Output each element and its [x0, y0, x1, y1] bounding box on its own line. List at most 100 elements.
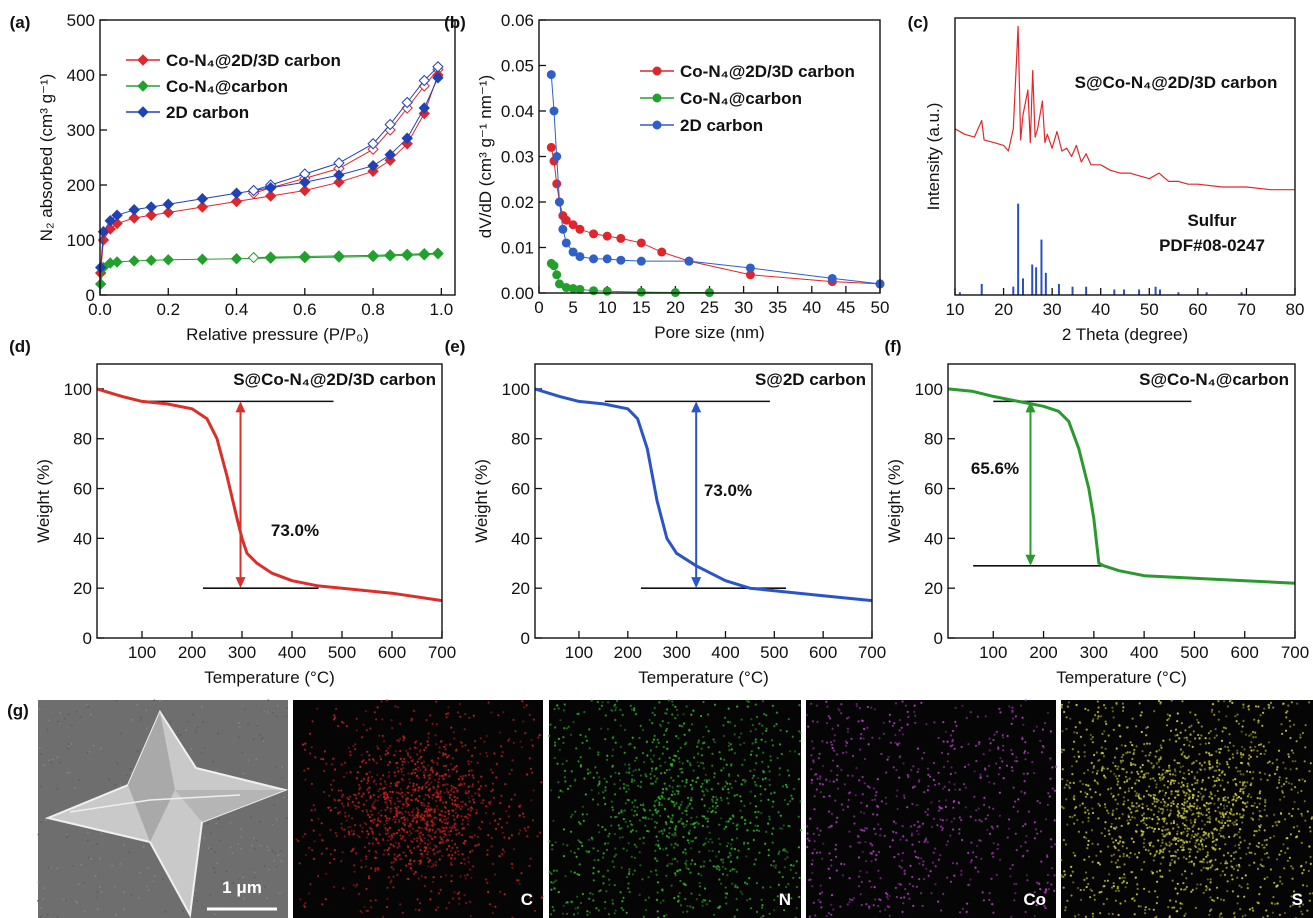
- map-dot: [870, 706, 873, 709]
- map-dot: [894, 733, 897, 737]
- sem-texture: [50, 761, 53, 764]
- x-tick-label: 30: [734, 298, 753, 317]
- map-dot: [1218, 811, 1221, 814]
- map-dot: [1191, 745, 1194, 749]
- map-dot: [1143, 776, 1147, 779]
- map-dot: [1239, 908, 1242, 911]
- map-dot: [761, 760, 764, 763]
- map-dot: [412, 827, 415, 830]
- map-dot: [1024, 841, 1027, 844]
- arrow-head: [1025, 554, 1036, 566]
- x-tick-label: 100: [128, 643, 156, 662]
- map-dot: [1287, 704, 1290, 707]
- map-dot: [1110, 825, 1113, 828]
- y-tick-label: 100: [915, 380, 943, 399]
- map-dot: [1196, 771, 1199, 774]
- map-dot: [1230, 808, 1233, 811]
- map-dot: [425, 846, 428, 849]
- map-dot: [443, 818, 446, 821]
- map-dot: [1145, 824, 1148, 827]
- map-dot: [423, 798, 426, 801]
- map-dot: [909, 864, 912, 867]
- map-dot: [688, 728, 691, 731]
- map-dot: [853, 822, 856, 825]
- sem-texture: [59, 711, 62, 714]
- map-dot: [775, 711, 779, 714]
- map-dot: [1145, 772, 1148, 775]
- map-dot: [1062, 807, 1065, 810]
- sem-texture: [138, 871, 141, 874]
- map-dot: [461, 833, 464, 837]
- map-dot: [859, 737, 862, 740]
- map-dot: [397, 829, 400, 832]
- map-dot: [455, 805, 459, 808]
- map-dot: [479, 737, 482, 740]
- map-dot: [1103, 704, 1106, 707]
- map-dot: [1218, 832, 1221, 835]
- map-dot: [1060, 703, 1063, 706]
- map-dot: [333, 799, 337, 802]
- map-dot: [442, 777, 445, 781]
- map-dot: [868, 880, 871, 883]
- map-dot: [697, 872, 700, 875]
- map-dot: [982, 899, 986, 902]
- map-dot: [1105, 897, 1109, 901]
- map-dot: [393, 771, 396, 774]
- map-dot: [795, 860, 798, 863]
- map-dot: [671, 713, 674, 716]
- map-dot: [884, 796, 888, 799]
- map-dot: [848, 830, 851, 833]
- map-dot: [1023, 751, 1026, 755]
- map-dot: [1084, 707, 1087, 711]
- map-dot: [438, 746, 441, 749]
- map-dot: [439, 740, 442, 743]
- map-dot: [448, 775, 451, 778]
- map-dot: [388, 847, 391, 850]
- sem-texture: [285, 715, 288, 718]
- map-dot: [1192, 761, 1195, 764]
- map-dot: [657, 810, 660, 813]
- map-dot: [426, 853, 429, 856]
- x-tick-label: 300: [1080, 643, 1108, 662]
- map-dot: [442, 801, 445, 804]
- sem-texture: [74, 787, 77, 790]
- map-dot: [1253, 834, 1256, 837]
- y-tick-label: 500: [67, 11, 95, 30]
- map-dot: [573, 913, 576, 916]
- map-dot: [725, 902, 728, 905]
- map-dot: [762, 751, 765, 754]
- map-dot: [408, 834, 411, 837]
- map-dot: [1104, 707, 1107, 710]
- map-dot: [939, 854, 942, 857]
- map-dot: [637, 784, 640, 787]
- map-dot: [379, 793, 382, 797]
- map-dot: [449, 743, 452, 746]
- map-dot: [1158, 852, 1161, 855]
- map-dot: [441, 839, 444, 842]
- map-dot: [1116, 802, 1119, 806]
- map-dot: [668, 784, 671, 788]
- map-dot: [412, 758, 415, 761]
- map-dot: [418, 750, 421, 754]
- map-dot: [410, 772, 413, 775]
- map-dot: [1253, 861, 1256, 864]
- map-dot: [833, 739, 836, 742]
- map-dot: [575, 855, 578, 858]
- map-dot: [1141, 750, 1144, 753]
- map-dot: [401, 760, 404, 763]
- map-dot: [1246, 795, 1249, 798]
- map-dot: [403, 829, 406, 832]
- map-dot: [579, 901, 583, 905]
- map-dot: [352, 744, 355, 748]
- map-dot: [387, 771, 391, 774]
- map-dot: [1112, 827, 1115, 830]
- map-dot: [356, 883, 359, 886]
- map-dot: [587, 850, 591, 853]
- sem-texture: [58, 722, 61, 725]
- sem-texture: [283, 796, 286, 799]
- map-dot: [423, 814, 426, 817]
- map-dot: [414, 829, 417, 833]
- map-dot: [610, 800, 613, 803]
- map-dot: [571, 901, 574, 904]
- map-dot: [382, 774, 385, 777]
